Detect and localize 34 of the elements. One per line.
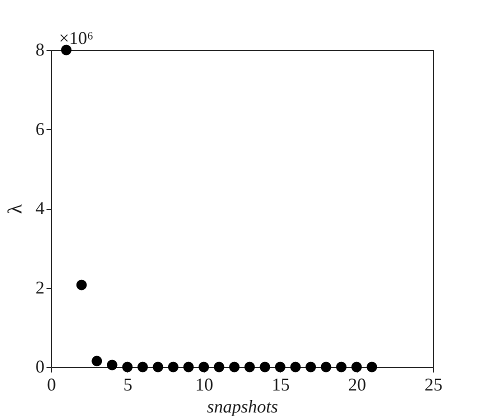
point: [274, 362, 286, 372]
x-tick-label: 5: [123, 374, 132, 394]
point: [137, 362, 148, 372]
point: [183, 362, 194, 372]
point: [260, 362, 270, 372]
point: [351, 362, 362, 372]
y-tick-label: 0: [36, 356, 44, 376]
x-tick-label: 20: [348, 374, 366, 394]
x-axis-title: snapshots: [206, 396, 278, 416]
point: [229, 362, 240, 372]
point: [336, 362, 347, 372]
y-tick-label: 2: [36, 277, 44, 298]
point: [290, 362, 301, 372]
point: [214, 362, 224, 372]
point: [306, 362, 316, 372]
x-tick-label: 25: [424, 374, 442, 394]
point: [320, 362, 332, 372]
point: [92, 356, 102, 366]
y-tick-label: 6: [36, 118, 44, 139]
point: [366, 362, 378, 372]
point: [168, 362, 178, 372]
point: [198, 362, 210, 372]
point: [122, 362, 133, 372]
y-axis-title: λ: [4, 204, 26, 214]
y-tick-label: 4: [36, 198, 44, 218]
y-tick-label: 8: [36, 40, 44, 60]
x-tick-label: 10: [195, 374, 214, 394]
point: [106, 360, 118, 370]
point: [61, 44, 72, 56]
x-tick-label: 15: [272, 374, 290, 394]
point: [76, 280, 87, 290]
text: ×10⁶: [59, 28, 94, 48]
point: [244, 362, 255, 372]
point: [152, 362, 164, 372]
